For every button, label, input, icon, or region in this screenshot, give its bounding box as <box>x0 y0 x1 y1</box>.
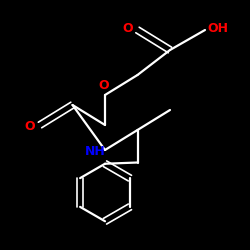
Text: NH: NH <box>84 145 105 158</box>
Text: O: O <box>25 120 35 133</box>
Text: OH: OH <box>207 22 228 35</box>
Text: O: O <box>122 22 133 35</box>
Text: O: O <box>98 79 109 92</box>
